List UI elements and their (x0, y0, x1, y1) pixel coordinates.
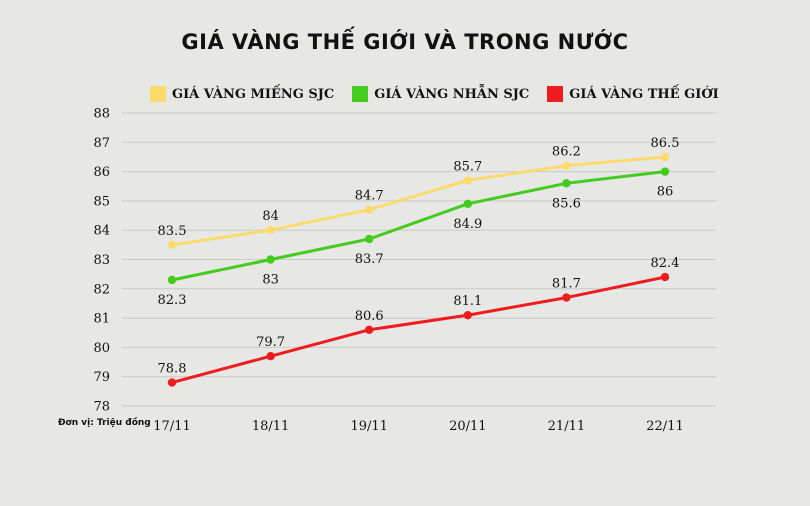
series-line-3 (171, 275, 666, 385)
series-1-point-6 (660, 152, 670, 162)
legend-swatch-sjc-ring (352, 86, 369, 102)
legend-swatch-world (547, 86, 564, 102)
series-2-data-label-2: 83 (262, 273, 279, 288)
series-2-point-1 (167, 275, 177, 285)
series-1-data-label-4: 85.7 (453, 159, 482, 174)
y-tick-label-86: 86 (93, 165, 110, 180)
y-tick-label-88: 88 (93, 107, 110, 122)
series-1-data-label-1: 83.5 (158, 224, 187, 239)
series-3-point-5 (562, 293, 571, 302)
series-2-data-label-4: 84.9 (453, 217, 482, 232)
series-1-point-5 (562, 161, 571, 170)
series-1-data-label-5: 86.2 (552, 145, 581, 160)
y-tick-label-82: 82 (93, 282, 110, 297)
series-3-point-1 (167, 378, 177, 387)
series-3-point-6 (660, 272, 670, 282)
series-3-data-label-1: 78.8 (158, 362, 187, 377)
series-1-point-1 (167, 240, 177, 250)
series-3-data-label-5: 81.7 (552, 277, 581, 292)
x-tick-label-6: 22/11 (646, 419, 683, 434)
series-line-2 (171, 170, 666, 282)
legend-label-sjc-bar: GIÁ VÀNG MIẾNG SJC (172, 86, 335, 102)
series-3-data-label-2: 79.7 (256, 335, 285, 350)
legend-label-world: GIÁ VÀNG THẾ GIỚI (569, 86, 719, 102)
series-1-point-2 (266, 226, 275, 235)
series-3-data-label-6: 82.4 (651, 256, 680, 271)
series-2-point-4 (463, 199, 472, 209)
y-tick-label-87: 87 (93, 136, 110, 151)
y-tick-label-80: 80 (93, 341, 110, 356)
x-tick-label-3: 19/11 (350, 419, 387, 434)
series-3-data-label-4: 81.1 (453, 294, 482, 309)
legend-label-sjc-ring: GIÁ VÀNG NHẪN SJC (374, 86, 530, 102)
chart-title: GIÁ VÀNG THẾ GIỚI VÀ TRONG NƯỚC (181, 30, 629, 54)
series-2-data-label-1: 82.3 (158, 293, 187, 308)
series-2-point-2 (266, 255, 275, 264)
y-tick-label-83: 83 (93, 253, 110, 268)
series-3-data-label-3: 80.6 (355, 309, 384, 324)
unit-note: Đơn vị: Triệu đồng (58, 418, 151, 428)
y-tick-label-78: 78 (93, 400, 110, 415)
series-1-data-label-3: 84.7 (355, 189, 384, 204)
legend-item-sjc-bar: GIÁ VÀNG MIẾNG SJC (150, 86, 334, 102)
series-1-point-3 (365, 205, 374, 214)
series-3-point-2 (266, 351, 275, 361)
x-tick-label-2: 18/11 (252, 419, 289, 434)
y-tick-label-85: 85 (93, 194, 110, 209)
series-2-point-5 (562, 179, 571, 188)
y-tick-label-79: 79 (93, 370, 110, 385)
series-2-data-label-3: 83.7 (355, 252, 384, 267)
series-2-point-3 (365, 234, 374, 244)
y-tick-label-81: 81 (93, 312, 110, 327)
series-1-data-label-2: 84 (262, 209, 279, 224)
series-1-data-label-6: 86.5 (651, 136, 680, 151)
x-tick-label-5: 21/11 (548, 419, 585, 434)
legend-swatch-sjc-bar (150, 86, 166, 102)
series-2-data-label-6: 86 (657, 185, 674, 200)
y-tick-label-84: 84 (93, 224, 110, 239)
series-1-point-4 (463, 176, 472, 185)
legend-item-world: GIÁ VÀNG THẾ GIỚI (547, 86, 719, 102)
series-3-point-4 (463, 310, 472, 320)
legend-item-sjc-ring: GIÁ VÀNG NHẪN SJC (352, 86, 529, 102)
chart-legend: GIÁ VÀNG MIẾNG SJC GIÁ VÀNG NHẪN SJC GIÁ… (150, 86, 719, 102)
x-tick-label-4: 20/11 (449, 419, 486, 434)
series-2-point-6 (660, 167, 670, 176)
series-2-data-label-5: 85.6 (552, 196, 581, 211)
series-line-1 (171, 155, 666, 247)
x-tick-label-1: 17/11 (153, 419, 190, 434)
series-3-point-3 (365, 325, 374, 335)
